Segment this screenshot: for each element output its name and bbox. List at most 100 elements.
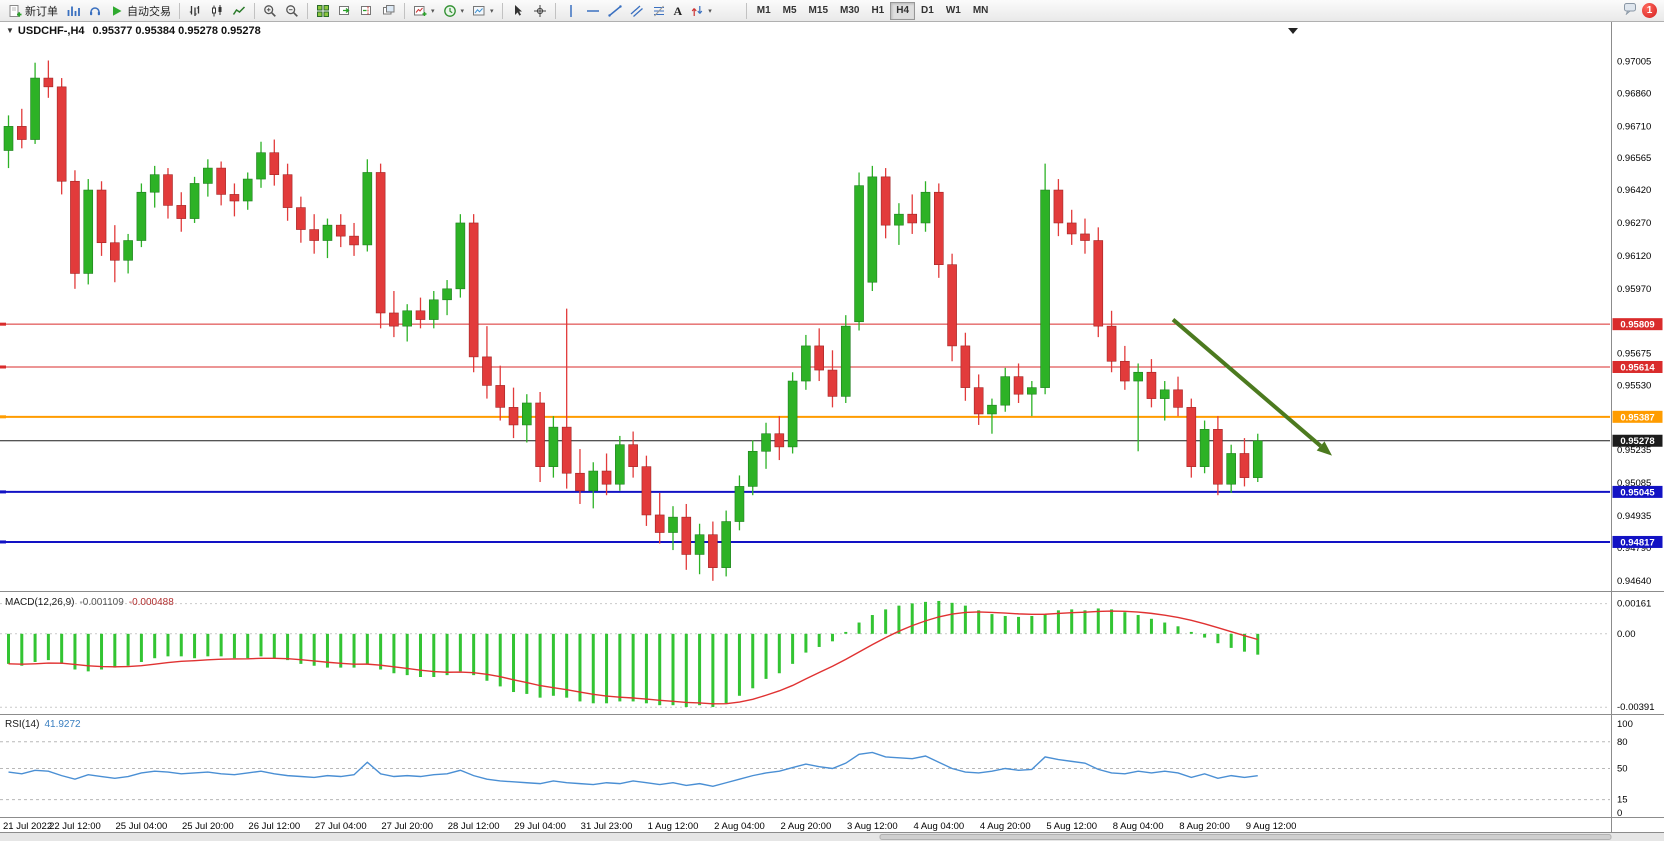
price-tag: 0.95278 xyxy=(1612,434,1663,447)
tile-windows-icon xyxy=(316,4,330,18)
chart-symbol-period: USDCHF-,H4 xyxy=(17,25,85,37)
time-axis-label: 26 Jul 12:00 xyxy=(248,821,300,832)
macd-axis-label: 0.00 xyxy=(1617,629,1636,640)
price-axis-label: 0.95530 xyxy=(1617,380,1651,391)
time-axis-label: 22 Jul 12:00 xyxy=(49,821,101,832)
h-scrollbar-thumb[interactable] xyxy=(879,834,1612,840)
macd-signal-line xyxy=(8,610,1258,705)
timeframe-d1-button[interactable]: D1 xyxy=(915,2,940,20)
arrow-tools-button[interactable]: ▾ xyxy=(686,1,716,21)
timeframe-m15-button[interactable]: M15 xyxy=(803,2,834,20)
zoom-out-button[interactable] xyxy=(281,1,303,21)
trendline-icon xyxy=(607,4,622,18)
new-order-icon xyxy=(8,4,22,18)
svg-text:0.95387: 0.95387 xyxy=(1620,412,1654,423)
rsi-indicator-label: RSI(14) 41.9272 xyxy=(5,719,81,730)
fibonacci-tool-button[interactable] xyxy=(648,1,670,21)
headset-icon xyxy=(88,4,102,18)
timeframe-h4-button[interactable]: H4 xyxy=(890,1,916,20)
line-chart-button[interactable] xyxy=(228,1,250,21)
vertical-line-tool-button[interactable] xyxy=(560,1,582,21)
toolbar-separator xyxy=(404,2,405,19)
price-axis-label: 0.95675 xyxy=(1617,349,1651,360)
chart-collapse-icon[interactable]: ▼ xyxy=(6,26,14,35)
timeframe-m30-button[interactable]: M30 xyxy=(834,2,865,20)
h-scrollbar-track[interactable] xyxy=(0,833,1664,841)
line-left-marker xyxy=(0,415,6,419)
community-button[interactable] xyxy=(84,1,106,21)
chat-icon[interactable] xyxy=(1623,1,1637,20)
indicators-button[interactable]: ▾ xyxy=(409,1,439,21)
time-axis-label: 8 Aug 20:00 xyxy=(1179,821,1230,832)
price-tag: 0.95387 xyxy=(1612,410,1663,423)
auto-scroll-icon xyxy=(338,4,352,18)
chart-shift-button[interactable] xyxy=(356,1,378,21)
timeframe-w1-button[interactable]: W1 xyxy=(940,2,967,20)
svg-text:0.95614: 0.95614 xyxy=(1620,362,1655,373)
price-axis-label: 0.96710 xyxy=(1617,121,1651,132)
time-axis-label: 29 Jul 04:00 xyxy=(514,821,566,832)
template-icon xyxy=(472,4,486,18)
time-axis-label: 28 Jul 12:00 xyxy=(448,821,500,832)
dropdown-caret-icon: ▾ xyxy=(460,7,465,15)
time-axis-label: 25 Jul 04:00 xyxy=(116,821,168,832)
macd-name: MACD(12,26,9) xyxy=(5,597,75,608)
rsi-axis-label: 0 xyxy=(1617,808,1622,819)
line-left-marker xyxy=(0,365,6,369)
cascade-windows-button[interactable] xyxy=(378,1,400,21)
notification-badge[interactable]: 1 xyxy=(1642,3,1657,18)
timeframe-mn-button[interactable]: MN xyxy=(967,2,995,20)
toolbar-separator xyxy=(501,2,503,19)
market-watch-button[interactable] xyxy=(62,1,84,21)
zoom-in-button[interactable] xyxy=(259,1,281,21)
text-tool-button[interactable]: A xyxy=(670,1,687,21)
templates-button[interactable]: ▾ xyxy=(468,1,498,21)
crosshair-icon xyxy=(533,4,547,18)
time-axis-label: 4 Aug 20:00 xyxy=(980,821,1031,832)
rsi-axis-label: 15 xyxy=(1617,795,1628,806)
autotrade-play-icon xyxy=(110,4,124,18)
crosshair-tool-button[interactable] xyxy=(529,1,551,21)
timeframe-m5-button[interactable]: M5 xyxy=(777,2,803,20)
trendline-tool-button[interactable] xyxy=(604,1,626,21)
bar-chart-button[interactable] xyxy=(184,1,206,21)
periods-button[interactable]: ▾ xyxy=(439,1,469,21)
autotrade-button[interactable]: 自动交易 xyxy=(106,1,175,21)
time-axis-label: 8 Aug 04:00 xyxy=(1113,821,1164,832)
svg-text:0.95278: 0.95278 xyxy=(1620,436,1654,447)
rsi-axis-label: 50 xyxy=(1617,764,1628,775)
horizontal-line-tool-button[interactable] xyxy=(582,1,604,21)
time-axis-label: 31 Jul 23:00 xyxy=(581,821,633,832)
dropdown-caret-icon: ▾ xyxy=(431,7,435,15)
rsi-name: RSI(14) xyxy=(5,719,40,730)
price-axis-label: 0.96120 xyxy=(1617,251,1651,262)
timeframe-h1-button[interactable]: H1 xyxy=(865,2,890,20)
time-axis-label: 27 Jul 04:00 xyxy=(315,821,367,832)
timeframe-m1-button[interactable]: M1 xyxy=(751,2,777,20)
text-tool-icon: A xyxy=(673,3,683,18)
rsi-line xyxy=(8,751,1258,788)
toolbar-right-group: 1 xyxy=(1623,1,1660,20)
candlestick-chart-button[interactable] xyxy=(206,1,228,21)
autotrade-label: 自动交易 xyxy=(127,5,171,18)
price-axis-label: 0.94790 xyxy=(1617,543,1651,554)
chart-canvas[interactable]: 0.97005 0.96860 0.96710 0.96565 0.96420 0.962… xyxy=(0,22,1664,841)
channel-tool-button[interactable] xyxy=(626,1,648,21)
market-watch-icon xyxy=(66,4,80,18)
cascade-windows-icon xyxy=(382,4,396,18)
toolbar-separator xyxy=(307,2,308,19)
auto-scroll-button[interactable] xyxy=(334,1,356,21)
tile-windows-button[interactable] xyxy=(312,1,334,21)
cursor-tool-button[interactable] xyxy=(507,1,529,21)
candlestick-icon xyxy=(210,4,224,18)
macd-indicator-label: MACD(12,26,9) -0.001109 -0.000488 xyxy=(5,597,174,608)
macd-histogram xyxy=(7,600,1260,708)
trend-arrow[interactable] xyxy=(1171,318,1332,456)
scroll-to-end-icon[interactable] xyxy=(1288,28,1298,34)
price-tag: 0.95045 xyxy=(1612,485,1663,498)
vertical-line-icon xyxy=(564,4,578,18)
clock-icon xyxy=(443,4,457,18)
new-order-button[interactable]: 新订单 xyxy=(4,1,62,21)
svg-text:0.94817: 0.94817 xyxy=(1620,537,1654,548)
